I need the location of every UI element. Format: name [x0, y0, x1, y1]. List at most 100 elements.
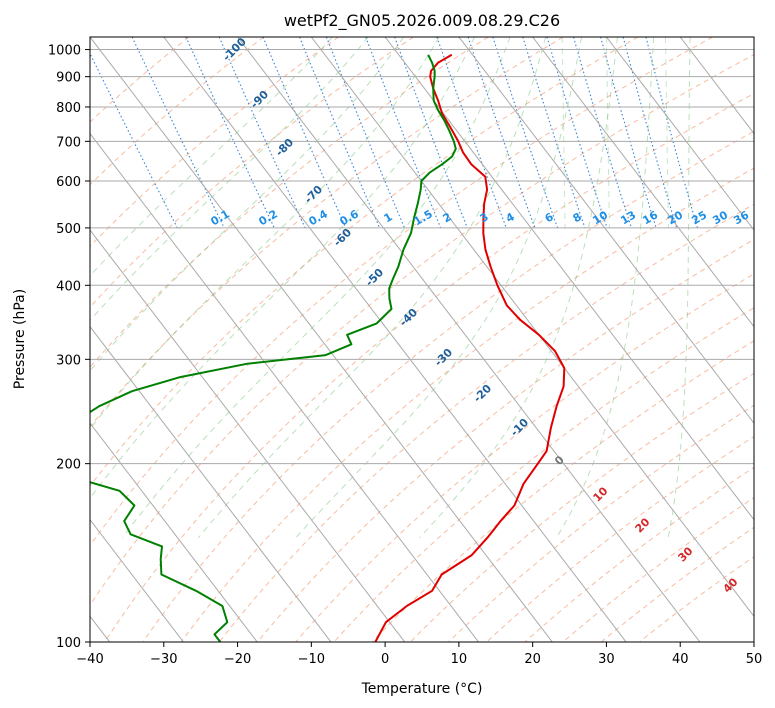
dry-adiabat — [295, 273, 754, 642]
isotherm-line — [458, 37, 754, 425]
y-axis-label: Pressure (hPa) — [12, 289, 28, 389]
y-tick-label: 900 — [56, 71, 81, 86]
moist-adiabat — [90, 37, 475, 500]
isotherm-line — [90, 422, 258, 642]
mixing-ratio-line — [218, 37, 306, 229]
isotherm-line — [90, 229, 406, 642]
dry-adiabat — [180, 167, 754, 642]
y-tick-label: 1000 — [48, 44, 81, 59]
mixing-ratio-label: 4 — [504, 210, 517, 225]
dry-adiabat — [600, 526, 754, 642]
x-tick-label: 20 — [524, 652, 541, 667]
chart-title: wetPf2_GN05.2026.009.08.29.C26 — [284, 11, 560, 31]
dry-adiabat-label: -70 — [302, 183, 325, 206]
dry-adiabat — [448, 404, 754, 642]
mixing-ratio-label: 30 — [710, 208, 730, 227]
mixing-ratio-line — [394, 37, 468, 229]
mixing-ratio-line — [467, 37, 536, 229]
mixing-ratio-label: 36 — [731, 208, 751, 227]
x-tick-label: −20 — [224, 652, 251, 667]
x-tick-label: −10 — [298, 652, 325, 667]
isotherm-line — [753, 37, 754, 38]
y-tick-label: 600 — [56, 175, 81, 190]
dry-adiabat — [409, 372, 754, 642]
mixing-ratio-line — [546, 37, 608, 229]
reference-curve — [665, 37, 669, 228]
dry-adiabat — [562, 496, 754, 642]
mixing-ratio-label: 3 — [478, 210, 491, 225]
dry-adiabat-label: -60 — [331, 226, 354, 249]
mixing-ratio-line — [572, 37, 632, 229]
mixing-ratio-line — [299, 37, 381, 229]
dry-adiabat-label: 30 — [676, 544, 696, 564]
mixing-ratio-line — [365, 37, 442, 229]
isotherm-line — [90, 325, 332, 642]
mixing-ratio-label: 2 — [441, 210, 454, 225]
isotherm-line — [90, 37, 553, 642]
y-tick-label: 700 — [56, 135, 81, 150]
temperature-line — [374, 53, 566, 642]
dry-adiabat — [90, 54, 754, 607]
dewpoint-line — [90, 54, 457, 642]
moist-adiabat — [419, 37, 618, 539]
dry-adiabat — [486, 435, 754, 642]
y-tick-label: 100 — [56, 636, 81, 651]
dry-adiabat — [90, 37, 489, 368]
isotherm-line — [237, 37, 701, 642]
mixing-ratio-line — [522, 37, 586, 229]
moist-adiabat — [122, 37, 511, 538]
mixing-ratio-label: 8 — [571, 210, 584, 225]
dry-adiabat-label: -20 — [471, 382, 494, 405]
mixing-ratio-line — [492, 37, 559, 229]
isotherm-line — [532, 37, 754, 328]
mixing-ratio-line — [436, 37, 507, 229]
dry-adiabat-label: -40 — [397, 306, 420, 329]
axes: −40 −30 −20 −10 0 10 20 30 40 50 100 200 300 400 500 60… — [48, 44, 762, 667]
isotherm-line — [606, 37, 754, 231]
x-tick-label: −30 — [150, 652, 177, 667]
dry-adiabat-label: 10 — [591, 484, 611, 504]
dry-adiabat — [639, 556, 754, 642]
reference-curve — [561, 37, 566, 228]
reference-curve — [605, 37, 610, 228]
y-tick-label: 200 — [56, 458, 81, 473]
dry-adiabat — [90, 37, 713, 547]
x-tick-label: 30 — [598, 652, 615, 667]
moist-adiabat — [667, 37, 691, 538]
dry-adiabat — [257, 238, 754, 642]
isotherm-line — [679, 37, 754, 135]
y-tick-label: 400 — [56, 279, 81, 294]
mixing-ratio-label: 10 — [590, 208, 610, 227]
isotherm-line — [90, 132, 479, 642]
dry-adiabat — [90, 37, 639, 487]
x-tick-label: 0 — [381, 652, 389, 667]
x-tick-label: 50 — [746, 652, 763, 667]
dry-adiabat — [90, 37, 564, 428]
mixing-ratio-line — [622, 37, 678, 229]
dry-adiabat — [90, 37, 265, 186]
background-lines — [90, 37, 754, 642]
isotherm-line — [90, 518, 184, 642]
dry-adiabat-label: -10 — [508, 416, 531, 439]
line-labels: -100-90-80-70-60-50-40-30-20-10010203040… — [209, 35, 752, 596]
mixing-ratio-label: 16 — [640, 208, 660, 227]
dry-adiabat-label: -90 — [248, 88, 271, 111]
dry-adiabat — [104, 92, 754, 642]
mixing-ratio-line — [325, 37, 406, 229]
mixing-ratio-label: 0.2 — [257, 207, 280, 228]
mixing-ratio-label: 0.4 — [307, 207, 331, 228]
y-tick-label: 500 — [56, 222, 81, 237]
mixing-ratio-line — [131, 37, 225, 229]
mixing-ratio-line — [185, 37, 275, 229]
dry-adiabat-label: -80 — [273, 136, 296, 159]
mixing-ratio-label: 13 — [618, 208, 638, 227]
profile-series — [90, 53, 566, 642]
x-tick-label: 10 — [451, 652, 468, 667]
y-tick-label: 800 — [56, 101, 81, 116]
x-tick-label: 40 — [672, 652, 689, 667]
dry-adiabat — [90, 37, 414, 308]
mixing-ratio-line — [600, 37, 657, 229]
dry-adiabat — [90, 37, 339, 248]
